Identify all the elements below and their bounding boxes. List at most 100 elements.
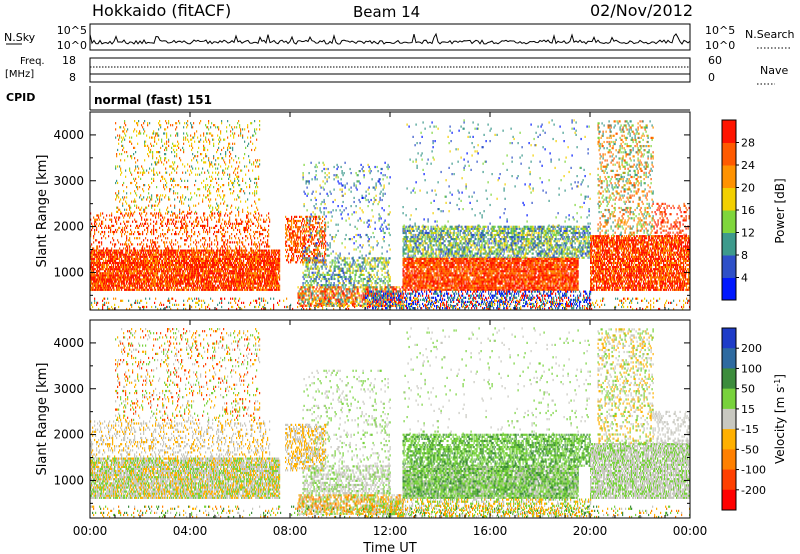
range-gate-cell	[142, 284, 144, 287]
range-gate-cell	[126, 239, 128, 242]
range-gate-cell	[117, 284, 119, 287]
range-gate-cell	[124, 278, 126, 281]
range-gate-cell	[161, 276, 163, 279]
range-gate-cell	[182, 272, 184, 275]
range-gate-cell	[184, 276, 186, 279]
range-gate-cell	[103, 274, 105, 277]
range-gate-cell	[134, 288, 136, 291]
range-gate-cell	[103, 263, 105, 267]
range-gate-cell	[218, 171, 220, 174]
range-gate-cell	[162, 284, 164, 287]
range-gate-cell	[179, 251, 181, 254]
range-gate-cell	[175, 278, 177, 281]
range-gate-cell	[194, 230, 196, 234]
range-gate-cell	[197, 155, 199, 158]
range-gate-cell	[220, 186, 222, 189]
range-gate-cell	[93, 288, 95, 291]
range-gate-cell	[154, 253, 156, 256]
range-gate-cell	[170, 253, 172, 256]
range-gate-cell	[182, 270, 184, 273]
range-gate-cell	[180, 288, 182, 291]
range-gate-cell	[139, 212, 141, 215]
range-gate-cell	[175, 134, 177, 137]
range-gate-cell	[108, 259, 110, 262]
range-gate-cell	[159, 210, 161, 213]
range-gate-cell	[119, 270, 121, 273]
range-gate-cell	[156, 171, 158, 174]
range-gate-cell	[262, 278, 264, 281]
range-gate-cell	[209, 228, 211, 232]
range-gate-cell	[177, 266, 179, 269]
range-gate-cell	[188, 261, 190, 265]
range-gate-cell	[142, 286, 144, 289]
range-gate-cell	[129, 276, 131, 279]
range-gate-cell	[121, 235, 123, 238]
range-gate-cell	[137, 288, 139, 291]
range-gate-cell	[159, 257, 161, 260]
range-gate-cell	[126, 257, 128, 260]
range-gate-cell	[132, 214, 134, 217]
range-gate-cell	[120, 270, 122, 273]
range-gate-cell	[127, 259, 129, 262]
range-gate-cell	[172, 286, 174, 289]
range-gate-cell	[253, 230, 255, 234]
range-gate-cell	[225, 151, 227, 154]
range-gate-cell	[104, 280, 106, 283]
range-gate-cell	[125, 259, 127, 262]
range-gate-cell	[190, 169, 192, 172]
range-gate-cell	[136, 288, 138, 291]
range-gate-cell	[115, 249, 117, 252]
range-gate-cell	[171, 272, 173, 275]
range-gate-cell	[122, 144, 124, 147]
range-gate-cell	[121, 278, 123, 281]
range-gate-cell	[143, 128, 145, 131]
range-gate-cell	[110, 249, 112, 252]
range-gate-cell	[170, 278, 172, 281]
range-gate-cell	[184, 165, 186, 168]
range-gate-cell	[90, 288, 92, 291]
range-gate-cell	[188, 284, 190, 287]
range-gate-cell	[147, 257, 149, 260]
range-gate-cell	[185, 220, 187, 223]
range-gate-cell	[192, 153, 194, 156]
range-gate-cell	[141, 124, 143, 127]
range-gate-cell	[115, 122, 117, 125]
range-gate-cell	[199, 122, 201, 125]
range-gate-cell	[100, 253, 102, 256]
range-gate-cell	[139, 272, 141, 275]
range-gate-cell	[180, 228, 182, 232]
range-gate-cell	[164, 270, 166, 273]
range-gate-cell	[178, 233, 180, 236]
range-gate-cell	[231, 165, 233, 168]
range-gate-cell	[178, 261, 180, 265]
range-gate-cell	[215, 257, 217, 260]
range-gate-cell	[148, 192, 150, 195]
range-gate-cell	[189, 253, 191, 256]
range-gate-cell	[164, 245, 166, 248]
range-gate-cell	[166, 249, 168, 252]
range-gate-cell	[232, 224, 234, 227]
range-gate-cell	[93, 216, 95, 219]
range-gate-cell	[229, 249, 231, 252]
range-gate-cell	[152, 259, 154, 262]
range-gate-cell	[212, 165, 214, 168]
range-gate-cell	[226, 130, 228, 133]
range-gate-cell	[172, 161, 174, 164]
range-gate-cell	[217, 167, 219, 170]
range-gate-cell	[96, 261, 98, 265]
range-gate-cell	[218, 188, 220, 191]
range-gate-cell	[180, 148, 182, 152]
range-gate-cell	[217, 148, 219, 152]
range-gate-cell	[121, 263, 123, 267]
range-gate-cell	[156, 220, 158, 223]
range-gate-cell	[97, 247, 99, 250]
range-gate-cell	[169, 286, 171, 289]
range-gate-cell	[174, 251, 176, 254]
range-gate-cell	[169, 241, 171, 244]
range-gate-cell	[218, 204, 220, 207]
range-gate-cell	[164, 142, 166, 145]
range-gate-cell	[188, 268, 190, 271]
range-gate-cell	[275, 270, 277, 273]
range-gate-cell	[141, 274, 143, 277]
range-gate-cell	[205, 124, 207, 127]
